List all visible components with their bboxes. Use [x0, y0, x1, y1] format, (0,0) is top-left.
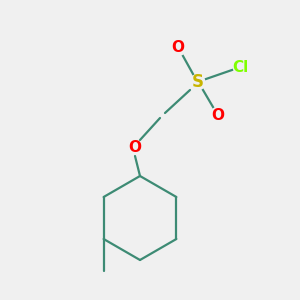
Text: S: S	[192, 73, 204, 91]
Text: O: O	[128, 140, 142, 155]
Text: O: O	[172, 40, 184, 56]
Text: Cl: Cl	[232, 61, 248, 76]
Text: O: O	[212, 107, 224, 122]
